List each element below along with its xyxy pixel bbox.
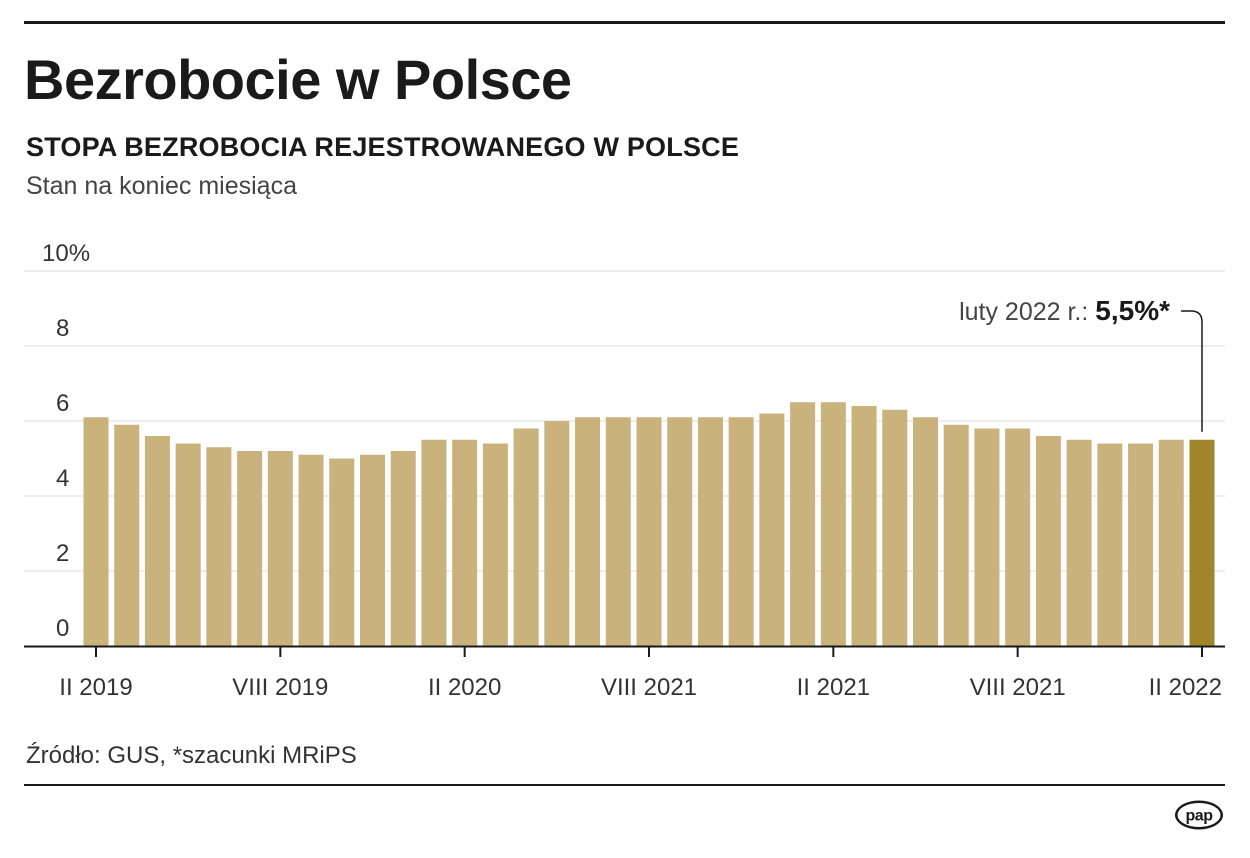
bar <box>882 409 908 646</box>
bar <box>759 413 785 646</box>
x-tick-label: II 2019 <box>59 674 132 701</box>
bar <box>544 421 570 646</box>
bar <box>913 417 938 646</box>
y-tick-label: 10% <box>42 240 90 267</box>
x-tick-label: VIII 2021 <box>601 674 697 701</box>
chart-title: Bezrobocie w Polsce <box>24 48 572 111</box>
y-tick-label: 8 <box>56 315 69 342</box>
bottom-rule <box>24 784 1225 786</box>
svg-text:pap: pap <box>1186 808 1214 825</box>
source-note: Źródło: GUS, *szacunki MRiPS <box>26 742 357 769</box>
annotation-value: 5,5%* <box>1095 295 1170 326</box>
bar <box>144 436 170 646</box>
bar <box>237 451 263 646</box>
x-tick-label: II 2021 <box>797 674 870 701</box>
x-tick-label: II 2022 <box>1149 674 1222 701</box>
bar <box>1128 443 1154 646</box>
y-tick-label: 6 <box>56 390 69 417</box>
chart-note: Stan na koniec miesiąca <box>26 172 297 200</box>
bar <box>1189 439 1215 646</box>
bar <box>974 428 1000 646</box>
bar <box>1005 428 1031 646</box>
x-tick-label: VIII 2019 <box>232 674 328 701</box>
y-tick-label: 0 <box>56 615 69 642</box>
bar <box>943 424 969 646</box>
bar <box>851 406 877 646</box>
bar <box>605 417 631 646</box>
x-tick-label: VIII 2021 <box>970 674 1066 701</box>
chart-subtitle: STOPA BEZROBOCIA REJESTROWANEGO W POLSCE <box>26 132 740 162</box>
bar <box>175 443 201 646</box>
annotation-leader-line <box>1181 310 1203 432</box>
bar <box>360 454 385 646</box>
bar <box>1035 436 1061 646</box>
bar <box>820 402 846 646</box>
bar <box>790 402 816 646</box>
bar <box>667 417 693 646</box>
bar <box>298 454 324 646</box>
bar <box>83 417 109 646</box>
top-rule <box>24 21 1225 24</box>
bar <box>697 417 723 646</box>
x-tick-label: II 2020 <box>428 674 501 701</box>
bar <box>329 458 355 646</box>
annotation-label: luty 2022 r.: 5,5%* <box>959 295 1170 326</box>
bar <box>114 424 140 646</box>
bar <box>206 447 232 646</box>
bar <box>513 428 539 646</box>
bar <box>452 439 478 646</box>
pap-logo: pap <box>1175 800 1223 830</box>
bar <box>728 417 754 646</box>
annotation-prefix: luty 2022 r.: <box>959 298 1095 326</box>
bar <box>482 443 508 646</box>
bar <box>1066 439 1092 646</box>
bar <box>636 417 662 646</box>
bar <box>390 451 416 646</box>
bar <box>1097 443 1123 646</box>
y-tick-label: 2 <box>56 540 69 567</box>
bar <box>575 417 601 646</box>
bar <box>267 451 293 646</box>
bar <box>1158 439 1184 646</box>
bar <box>421 439 447 646</box>
y-tick-label: 4 <box>56 465 69 492</box>
